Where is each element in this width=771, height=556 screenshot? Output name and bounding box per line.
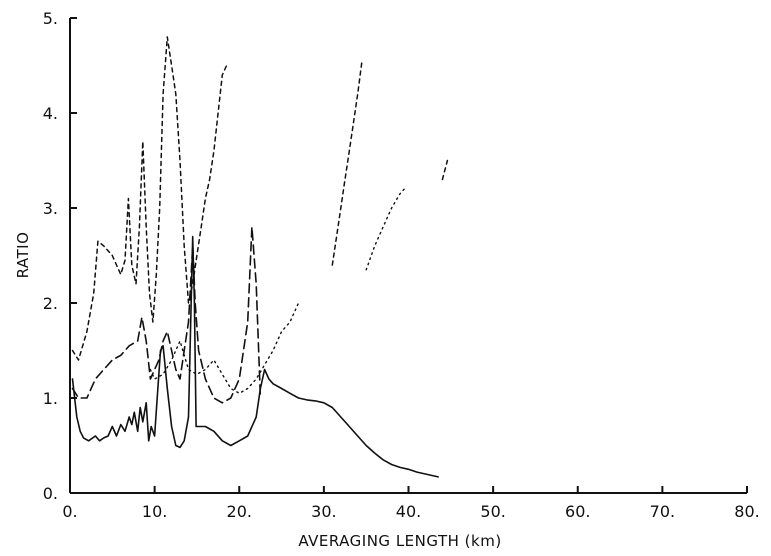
x-tick-label: 40. [396, 502, 421, 521]
x-tick-label: 60. [565, 502, 590, 521]
x-tick-label: 80. [734, 502, 759, 521]
x-axis-ticks: 0. 10. 20. 30. 40. 50. 60. 70. 80. [62, 486, 760, 521]
x-tick-label: 70. [650, 502, 675, 521]
y-tick-label: 3. [43, 199, 58, 218]
y-tick-label: 0. [43, 484, 58, 503]
y-tick-label: 4. [43, 104, 58, 123]
x-tick-label: 20. [227, 502, 252, 521]
y-tick-label: 5. [43, 9, 58, 28]
series-layer [71, 36, 449, 478]
series-line-short-dash [71, 36, 228, 361]
series-line-dotted [365, 188, 405, 271]
y-axis-ticks: 0. 1. 2. 3. 4. 5. [43, 9, 77, 503]
x-tick-label: 0. [62, 502, 77, 521]
series-dotted [149, 188, 405, 394]
series-line-short-dash [331, 60, 363, 266]
series-line-long-dash [71, 226, 262, 404]
y-axis-title: RATIO [14, 232, 32, 279]
series-short-dash [71, 36, 449, 361]
x-axis-title: AVERAGING LENGTH (km) [298, 532, 501, 550]
y-tick-label: 2. [43, 294, 58, 313]
x-tick-label: 30. [311, 502, 336, 521]
series-line-short-dash [441, 159, 449, 181]
y-tick-label: 1. [43, 389, 58, 408]
series-long-dash [71, 226, 262, 404]
x-tick-label: 10. [142, 502, 167, 521]
x-tick-label: 50. [480, 502, 505, 521]
series-line-dotted [149, 302, 300, 394]
